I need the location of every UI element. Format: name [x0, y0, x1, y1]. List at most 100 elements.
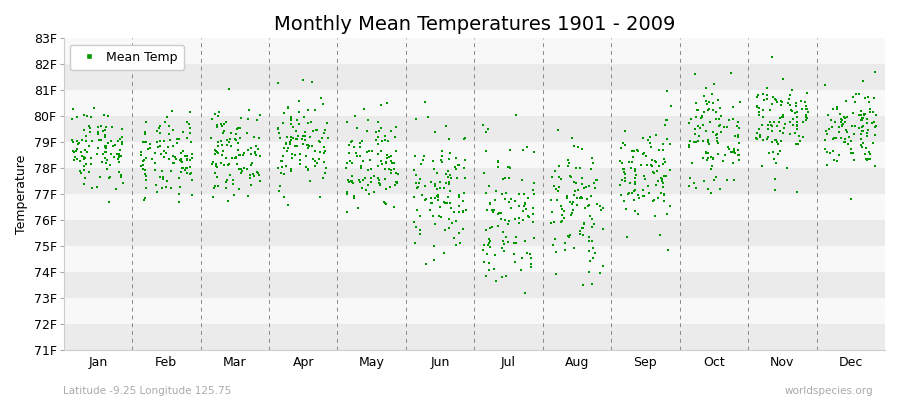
Point: [449, 155, 464, 161]
Point: [356, 105, 371, 112]
Point: [789, 109, 804, 116]
Point: [378, 137, 392, 144]
Point: [438, 171, 453, 177]
Point: [274, 158, 289, 165]
Point: [689, 107, 704, 114]
Point: [849, 91, 863, 98]
Point: [98, 154, 112, 161]
Point: [313, 95, 328, 102]
Point: [233, 125, 248, 132]
Point: [798, 105, 813, 112]
Point: [430, 192, 445, 198]
Point: [849, 123, 863, 130]
Point: [496, 176, 510, 182]
Point: [137, 157, 151, 164]
Point: [720, 143, 734, 150]
Point: [487, 206, 501, 213]
Point: [148, 167, 162, 174]
Point: [570, 202, 584, 208]
Point: [657, 191, 671, 198]
Point: [514, 267, 528, 274]
Point: [419, 196, 434, 202]
Point: [160, 114, 175, 120]
Point: [69, 156, 84, 162]
Point: [299, 153, 313, 159]
Point: [657, 172, 671, 179]
Point: [67, 149, 81, 156]
Point: [562, 160, 577, 167]
Point: [487, 266, 501, 272]
Point: [846, 150, 860, 156]
Point: [97, 149, 112, 156]
Point: [383, 158, 398, 164]
Point: [858, 150, 872, 157]
Point: [350, 152, 365, 159]
Point: [176, 129, 191, 135]
Point: [860, 127, 875, 133]
Point: [66, 148, 80, 154]
Point: [795, 106, 809, 113]
Point: [769, 137, 783, 143]
Point: [98, 144, 112, 151]
Point: [641, 183, 655, 189]
Point: [732, 152, 746, 158]
Point: [274, 164, 289, 170]
Point: [830, 104, 844, 110]
Point: [581, 238, 596, 244]
Point: [774, 98, 788, 104]
Point: [563, 173, 578, 180]
Point: [635, 151, 650, 158]
Point: [647, 170, 662, 176]
Point: [86, 138, 100, 144]
Bar: [64, 324, 885, 350]
Point: [497, 248, 511, 254]
Point: [622, 159, 636, 165]
Point: [793, 138, 807, 144]
Point: [75, 136, 89, 143]
Point: [304, 79, 319, 86]
Point: [240, 115, 255, 122]
Point: [104, 150, 118, 157]
Point: [701, 136, 716, 143]
Point: [443, 188, 457, 194]
Point: [856, 78, 870, 84]
Point: [701, 186, 716, 192]
Point: [526, 190, 541, 197]
Point: [853, 131, 868, 138]
Point: [626, 154, 640, 161]
Point: [527, 180, 542, 186]
Point: [452, 230, 466, 236]
Point: [860, 157, 874, 163]
Point: [315, 101, 329, 107]
Point: [182, 121, 196, 127]
Point: [235, 168, 249, 175]
Point: [707, 177, 722, 183]
Point: [446, 219, 460, 226]
Point: [705, 91, 719, 97]
Point: [346, 179, 360, 185]
Point: [760, 85, 774, 92]
Point: [346, 144, 361, 150]
Point: [313, 194, 328, 200]
Point: [166, 152, 180, 159]
Point: [148, 167, 162, 173]
Point: [247, 173, 261, 179]
Point: [618, 175, 633, 182]
Point: [574, 195, 589, 201]
Point: [174, 150, 188, 156]
Point: [308, 163, 322, 169]
Point: [452, 203, 466, 209]
Point: [763, 106, 778, 113]
Point: [750, 103, 764, 109]
Point: [613, 182, 627, 188]
Point: [79, 133, 94, 140]
Point: [109, 186, 123, 192]
Point: [230, 131, 244, 138]
Point: [562, 198, 577, 205]
Point: [285, 123, 300, 130]
Point: [764, 122, 778, 128]
Point: [134, 162, 148, 169]
Point: [526, 210, 541, 217]
Point: [284, 116, 298, 122]
Point: [755, 163, 770, 169]
